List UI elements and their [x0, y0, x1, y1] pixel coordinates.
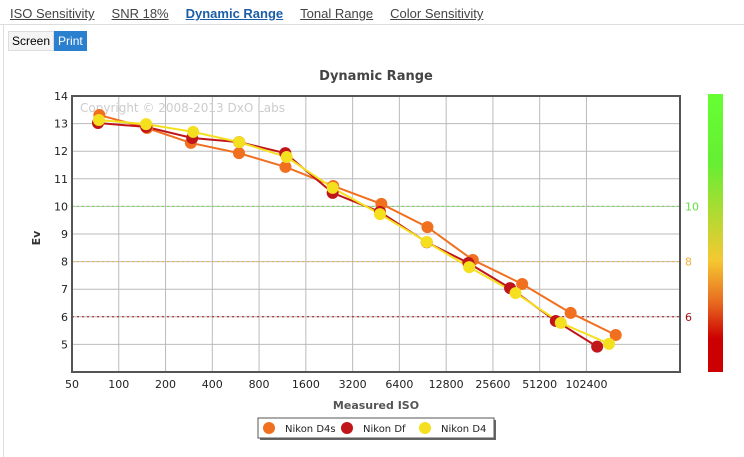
x-tick-label: 100 [108, 378, 129, 391]
series-line-nikon-d4s [99, 114, 617, 336]
x-tick-label: 200 [155, 378, 176, 391]
x-tick-label: 800 [249, 378, 270, 391]
data-point [609, 329, 622, 342]
x-tick-label: 3200 [339, 378, 367, 391]
legend-marker [341, 422, 353, 434]
plot-frame [71, 95, 681, 373]
data-point [564, 306, 577, 319]
y-tick-label: 8 [61, 256, 68, 269]
divider [0, 24, 744, 25]
tab-color-sensitivity[interactable]: Color Sensitivity [390, 6, 484, 21]
x-axis-label: Measured ISO [333, 399, 419, 412]
legend-label: Nikon Df [363, 424, 406, 435]
y-tick-label: 10 [54, 200, 68, 213]
mode-toggle: Screen Print [8, 31, 87, 51]
legend [257, 417, 495, 439]
data-point [280, 150, 293, 163]
y-tick-label: 6 [61, 311, 68, 324]
x-tick-label: 102400 [565, 378, 607, 391]
tab-iso-sensitivity[interactable]: ISO Sensitivity [10, 6, 95, 21]
legend-marker [419, 422, 431, 434]
divider-vertical [3, 24, 4, 457]
y-tick-label: 13 [54, 118, 68, 131]
watermark: Copyright © 2008-2013 DxO Labs [80, 101, 285, 115]
y-tick-label: 14 [54, 90, 68, 103]
series-line-nikon-df [97, 122, 598, 348]
tab-bar: ISO Sensitivity SNR 18% Dynamic Range To… [10, 6, 500, 21]
data-point [420, 236, 433, 249]
x-tick-label: 6400 [385, 378, 413, 391]
data-point [232, 147, 245, 160]
y-tick-label: 11 [54, 173, 68, 186]
x-tick-label: 400 [202, 378, 223, 391]
data-point [554, 316, 567, 329]
chart-title: Dynamic Range [319, 69, 433, 84]
data-point [373, 208, 386, 221]
data-point [591, 340, 604, 353]
tab-dynamic-range[interactable]: Dynamic Range [185, 6, 284, 21]
tab-snr-18[interactable]: SNR 18% [111, 6, 169, 21]
reference-label: 8 [685, 256, 692, 269]
x-tick-label: 12800 [429, 378, 464, 391]
screen-button[interactable]: Screen [8, 31, 55, 51]
data-point [509, 287, 522, 300]
x-tick-label: 51200 [522, 378, 557, 391]
y-tick-label: 5 [61, 338, 68, 351]
legend-label: Nikon D4s [285, 424, 336, 435]
legend-marker [263, 422, 275, 434]
data-point [92, 114, 105, 127]
data-point [233, 136, 246, 149]
data-point [516, 277, 529, 290]
y-axis-label: Ev [30, 230, 43, 246]
reference-label: 10 [685, 200, 699, 213]
x-tick-label: 1600 [292, 378, 320, 391]
reference-label: 6 [685, 311, 692, 324]
legend-label: Nikon D4 [441, 424, 486, 435]
tab-tonal-range[interactable]: Tonal Range [300, 6, 374, 21]
x-tick-label: 50 [65, 378, 79, 391]
print-button[interactable]: Print [54, 31, 87, 51]
color-scale-bar [708, 94, 723, 372]
y-tick-label: 7 [61, 283, 68, 296]
data-point [187, 125, 200, 138]
data-point [279, 160, 292, 173]
data-point [140, 118, 153, 131]
x-tick-label: 25600 [475, 378, 510, 391]
data-point [463, 261, 476, 274]
y-tick-label: 12 [54, 145, 68, 158]
data-point [602, 337, 615, 350]
data-point [326, 181, 339, 194]
data-point [421, 221, 434, 234]
series-line-nikon-d4 [98, 119, 610, 345]
y-tick-label: 9 [61, 228, 68, 241]
